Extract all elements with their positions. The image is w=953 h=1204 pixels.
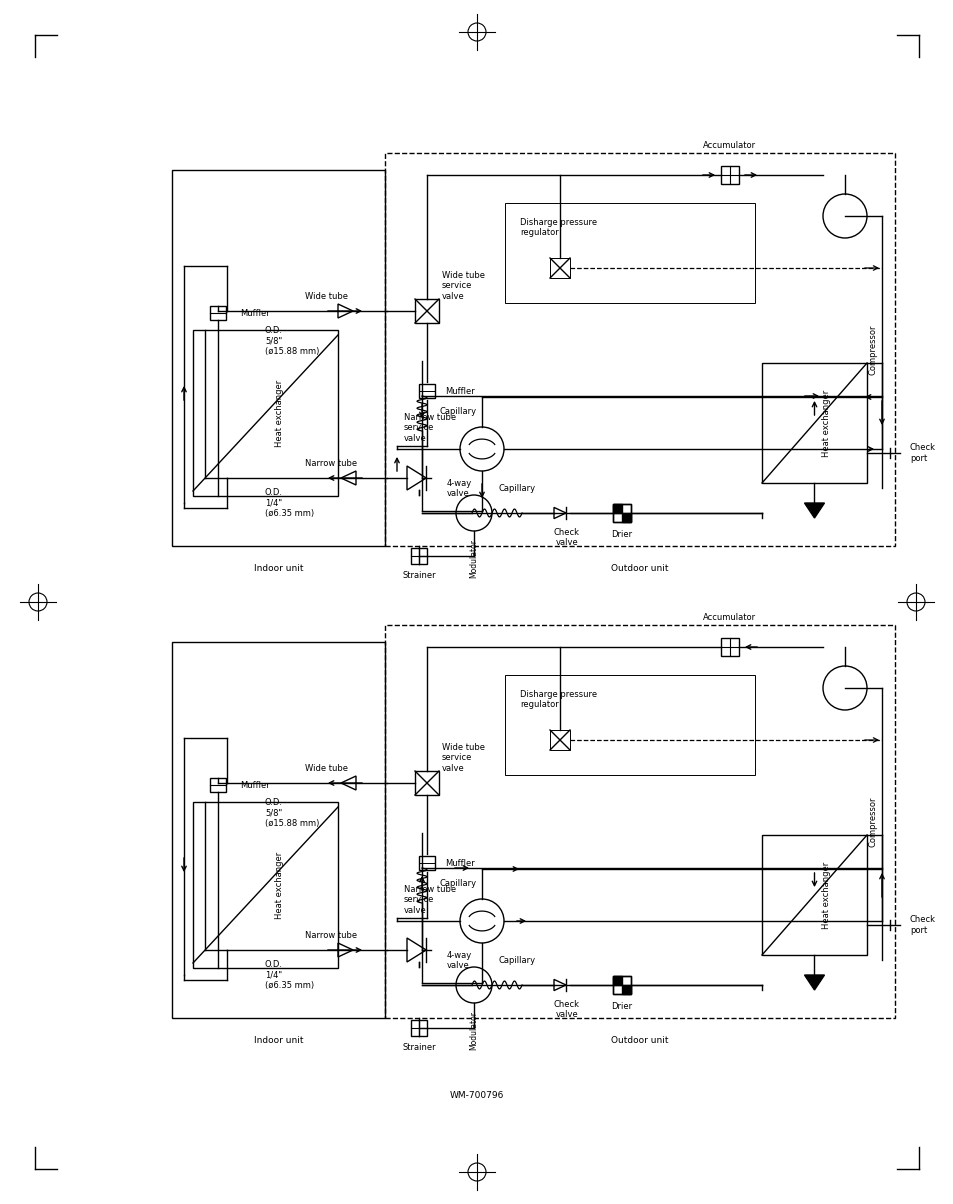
Bar	[613, 976, 630, 995]
Text: WM-700796: WM-700796	[450, 1091, 503, 1099]
Bar	[193, 802, 337, 968]
Text: O.D.
1/4"
(ø6.35 mm): O.D. 1/4" (ø6.35 mm)	[265, 488, 314, 518]
Text: Muffler: Muffler	[240, 308, 270, 318]
Bar	[613, 504, 630, 523]
Text: Heat exchanger: Heat exchanger	[821, 389, 830, 456]
Text: Heat exchanger: Heat exchanger	[274, 379, 284, 447]
Text: Narrow tube
service
valve: Narrow tube service valve	[403, 885, 456, 915]
Text: Drier: Drier	[611, 530, 632, 539]
Text: Outdoor unit: Outdoor unit	[611, 563, 668, 573]
Bar	[172, 642, 385, 1019]
Bar	[504, 675, 754, 775]
Text: Wide tube: Wide tube	[305, 765, 348, 773]
Bar	[418, 384, 435, 399]
Bar	[550, 258, 569, 278]
Polygon shape	[803, 975, 823, 990]
Bar	[621, 513, 630, 523]
Text: Capillary: Capillary	[439, 407, 476, 415]
Text: Muffler: Muffler	[444, 858, 475, 868]
Text: Accumulator: Accumulator	[702, 141, 756, 150]
Text: O.D.
5/8"
(ø15.88 mm): O.D. 5/8" (ø15.88 mm)	[265, 798, 319, 828]
Bar	[720, 638, 739, 656]
Bar	[385, 153, 894, 545]
Bar	[411, 548, 427, 563]
Text: Muffler: Muffler	[240, 780, 270, 790]
Polygon shape	[803, 503, 823, 518]
Text: Disharge pressure
regulator: Disharge pressure regulator	[519, 218, 597, 237]
Text: Indoor unit: Indoor unit	[253, 1035, 303, 1045]
Bar	[210, 778, 226, 792]
Bar	[613, 504, 621, 513]
Bar	[720, 166, 739, 184]
Text: Heat exchanger: Heat exchanger	[274, 851, 284, 919]
Bar	[415, 299, 438, 323]
Text: Strainer: Strainer	[402, 1043, 436, 1052]
Text: Muffler: Muffler	[444, 386, 475, 395]
Bar	[613, 976, 621, 985]
Bar	[613, 976, 630, 995]
Text: Check
port: Check port	[909, 443, 935, 462]
Text: Narrow tube: Narrow tube	[305, 931, 356, 940]
Text: Check
valve: Check valve	[554, 529, 579, 548]
Bar	[172, 170, 385, 545]
Text: Modulator: Modulator	[469, 1011, 478, 1050]
Text: Wide tube
service
valve: Wide tube service valve	[441, 271, 484, 301]
Bar	[761, 836, 866, 955]
Text: Capillary: Capillary	[497, 956, 535, 964]
Text: Wide tube: Wide tube	[305, 293, 348, 301]
Text: Indoor unit: Indoor unit	[253, 563, 303, 573]
Bar	[761, 362, 866, 483]
Text: Check
port: Check port	[909, 915, 935, 934]
Text: Drier: Drier	[611, 1002, 632, 1011]
Bar	[550, 730, 569, 750]
Text: 4-way
valve: 4-way valve	[447, 479, 472, 498]
Text: Check
valve: Check valve	[554, 1001, 579, 1020]
Text: Heat exchanger: Heat exchanger	[821, 861, 830, 928]
Text: Modulator: Modulator	[469, 539, 478, 578]
Text: Disharge pressure
regulator: Disharge pressure regulator	[519, 690, 597, 709]
Text: Wide tube
service
valve: Wide tube service valve	[441, 743, 484, 773]
Text: Narrow tube
service
valve: Narrow tube service valve	[403, 413, 456, 443]
Bar	[411, 1020, 427, 1035]
Bar	[210, 306, 226, 320]
Text: Narrow tube: Narrow tube	[305, 459, 356, 468]
Text: Outdoor unit: Outdoor unit	[611, 1035, 668, 1045]
Text: 4-way
valve: 4-way valve	[447, 951, 472, 970]
Bar	[415, 771, 438, 795]
Bar	[385, 625, 894, 1019]
Text: Strainer: Strainer	[402, 571, 436, 580]
Bar	[613, 504, 630, 523]
Text: Capillary: Capillary	[439, 879, 476, 887]
Text: O.D.
1/4"
(ø6.35 mm): O.D. 1/4" (ø6.35 mm)	[265, 960, 314, 990]
Text: Compressor: Compressor	[867, 324, 877, 374]
Text: Compressor: Compressor	[867, 796, 877, 846]
Text: Accumulator: Accumulator	[702, 613, 756, 622]
Text: Capillary: Capillary	[497, 484, 535, 492]
Bar	[621, 985, 630, 995]
Bar	[504, 203, 754, 303]
Bar	[418, 856, 435, 870]
Text: O.D.
5/8"
(ø15.88 mm): O.D. 5/8" (ø15.88 mm)	[265, 326, 319, 356]
Bar	[193, 330, 337, 496]
